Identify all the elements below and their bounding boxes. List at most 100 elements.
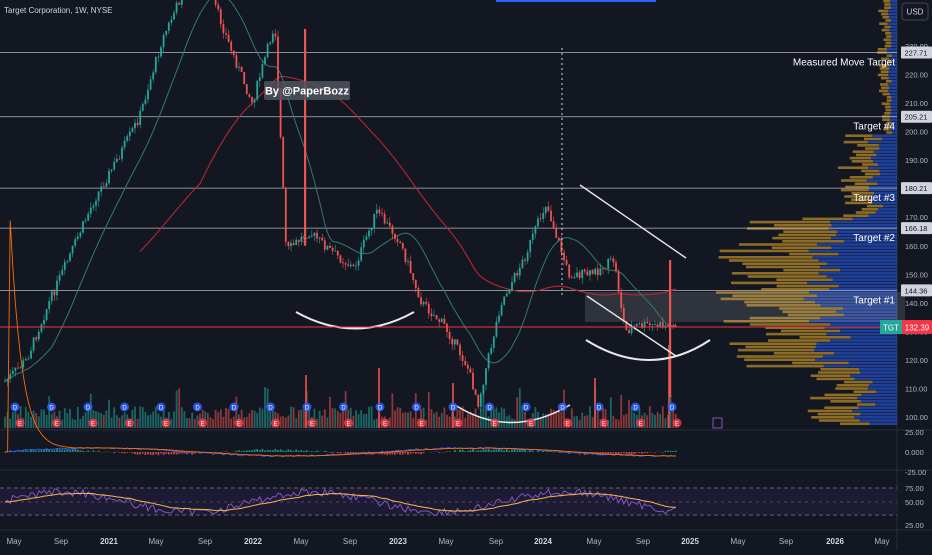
candle-body <box>566 260 568 265</box>
candle-body <box>93 206 95 208</box>
candle-body <box>490 348 492 354</box>
macd-histogram-bar <box>464 451 466 452</box>
vp-bar-down <box>887 99 892 102</box>
vp-bar-up <box>860 419 897 422</box>
volume-bar <box>184 411 186 428</box>
symbol-tag: TGT <box>883 324 899 333</box>
macd-histogram-bar <box>662 452 664 453</box>
volume-bar <box>67 413 69 428</box>
macd-histogram-bar <box>176 452 178 455</box>
candle-body <box>571 277 573 278</box>
candle-body <box>246 84 248 94</box>
vp-bar-down <box>879 22 887 25</box>
volume-bar <box>509 415 511 428</box>
candle-body <box>623 308 625 321</box>
candle-body <box>605 269 607 270</box>
time-tick: Sep <box>343 537 358 546</box>
candle-body <box>503 296 505 304</box>
candle-body <box>262 64 264 77</box>
candle-body <box>332 248 334 251</box>
vp-bar-up <box>830 221 897 224</box>
vp-bar-down <box>792 362 849 365</box>
macd-histogram-bar <box>420 452 422 454</box>
vp-bar-up <box>823 355 897 358</box>
macd-histogram-bar <box>85 451 87 452</box>
candle-body <box>558 238 560 240</box>
volume-bar <box>561 412 563 428</box>
candle-body <box>399 242 401 243</box>
vp-bar-up <box>871 157 897 160</box>
vp-bar-down <box>746 266 820 269</box>
candle-body <box>129 132 131 137</box>
macd-histogram-bar <box>394 452 396 455</box>
vp-bar-up <box>869 384 897 387</box>
time-tick: Sep <box>54 537 69 546</box>
volume-bar <box>574 416 576 428</box>
volume-bar <box>524 412 526 428</box>
candle-body <box>64 262 66 270</box>
vp-bar-down <box>883 16 890 19</box>
candle-body <box>142 104 144 111</box>
volume-bar <box>394 411 396 428</box>
volume-bar <box>402 413 404 428</box>
earnings-letter: E <box>127 422 131 428</box>
candle-body <box>160 47 162 56</box>
candle-body <box>298 240 300 242</box>
vp-bar-up <box>813 256 897 259</box>
candle-body <box>82 221 84 232</box>
currency-button[interactable]: USD <box>902 3 928 20</box>
price-axis: 230.00220.00210.00200.00190.00180.00170.… <box>901 42 932 422</box>
macd-histogram-bar <box>220 452 222 453</box>
volume-bar <box>501 407 503 428</box>
macd-histogram-bar <box>509 451 511 452</box>
macd-histogram-bar <box>246 450 248 452</box>
candle-body <box>415 280 417 288</box>
candle-body <box>137 123 139 125</box>
earnings-letter: E <box>492 422 496 428</box>
vp-bar-up <box>859 406 897 409</box>
vp-bar-down <box>739 243 817 246</box>
macd-histogram-bar <box>397 452 399 454</box>
vp-bar-down <box>772 237 831 240</box>
volume-bar <box>449 416 451 428</box>
vp-bar-down <box>881 77 889 80</box>
candle-body <box>532 234 534 240</box>
volume-bar <box>25 407 27 428</box>
volume-bar <box>113 407 115 428</box>
vp-bar-down <box>884 26 891 29</box>
macd-histogram-bar <box>59 449 61 452</box>
time-tick: May <box>730 537 745 546</box>
candle-body <box>407 261 409 262</box>
macd-histogram-bar <box>171 452 173 454</box>
macd-histogram-bar <box>80 450 82 452</box>
vp-bar-up <box>830 339 897 342</box>
vp-bar-down <box>808 410 853 413</box>
candle-body <box>228 35 230 42</box>
volume-bar <box>373 420 375 428</box>
candle-body <box>324 240 326 249</box>
dividend-letter: D <box>305 406 310 412</box>
vp-bar-down <box>882 93 889 96</box>
candle-body <box>613 258 615 262</box>
vp-bar-down <box>884 6 891 9</box>
candle-body <box>555 228 557 238</box>
level-price-label: 180.21 <box>905 184 928 193</box>
macd-histogram-bar <box>639 452 641 453</box>
volume-bar <box>633 413 635 428</box>
earnings-letter: E <box>18 422 22 428</box>
price-tick: 210.00 <box>905 99 928 108</box>
vp-bar-up <box>861 400 897 403</box>
candle-body <box>35 337 37 339</box>
candle-body <box>654 324 656 325</box>
time-tick: May <box>293 537 308 546</box>
vp-bar-up <box>855 378 897 381</box>
candle-body <box>368 231 370 237</box>
candle-body <box>111 169 113 170</box>
macd-histogram-bar <box>418 452 420 454</box>
macd-histogram-bar <box>488 449 490 452</box>
vp-bar-up <box>834 352 897 355</box>
vp-bar-up <box>868 141 897 144</box>
vp-bar-up <box>888 10 897 13</box>
candle-body <box>12 371 14 374</box>
